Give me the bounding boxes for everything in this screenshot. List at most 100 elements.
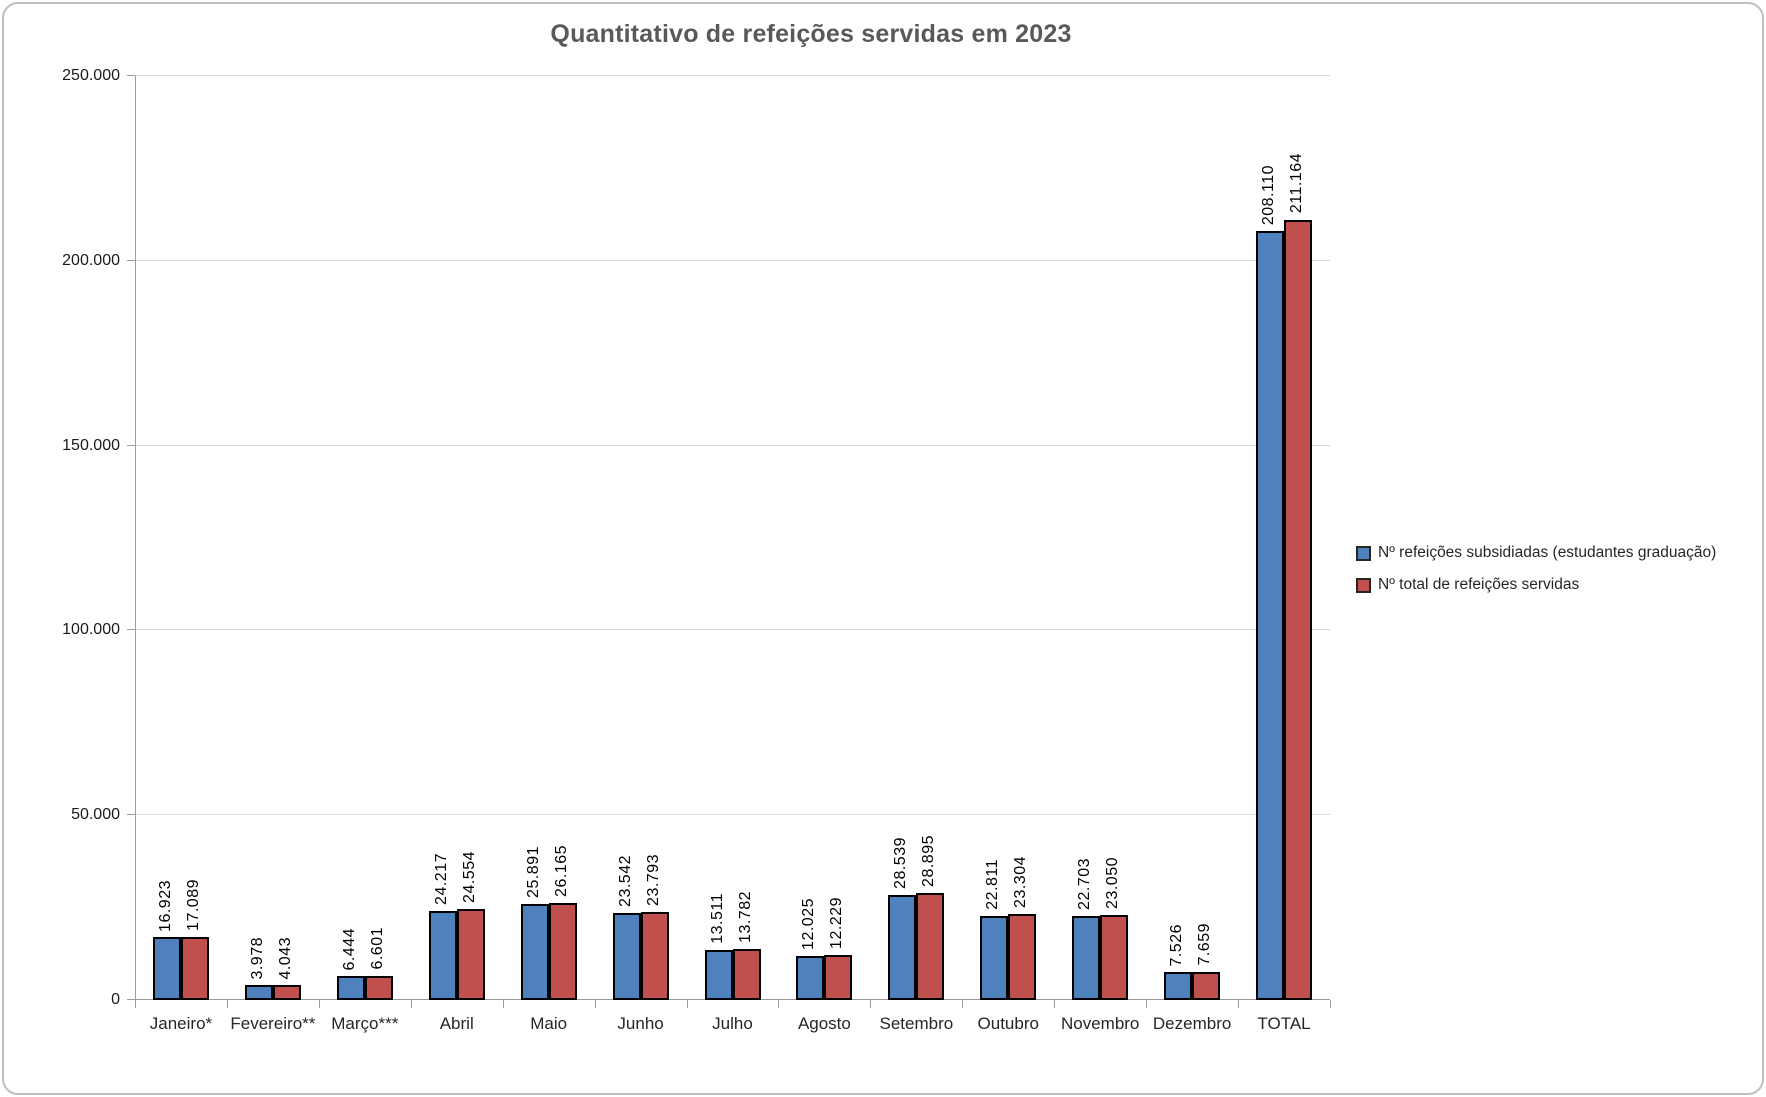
x-axis-tick (1146, 1000, 1148, 1008)
x-axis-tick (1330, 1000, 1331, 1008)
bar (1284, 219, 1313, 1000)
x-category-label: Janeiro* (149, 1014, 213, 1033)
x-category-label: Abril (439, 1014, 474, 1033)
bar (152, 937, 181, 1000)
bar (824, 954, 853, 1000)
gridline (135, 75, 1330, 76)
x-category-label: Dezembro (1152, 1014, 1232, 1033)
bar (796, 955, 825, 1000)
y-tick-label: 200.000 (62, 251, 120, 269)
x-category-label: Março*** (331, 1014, 399, 1033)
x-axis-tick (594, 1000, 596, 1008)
data-label: 24.217 (432, 852, 450, 905)
x-category-label: Fevereiro** (230, 1014, 316, 1033)
y-axis-tick (127, 814, 135, 816)
gridline (135, 259, 1330, 261)
data-label: 6.601 (368, 927, 386, 970)
data-label: 4.043 (276, 936, 294, 980)
x-category-label: Junho (617, 1014, 664, 1033)
data-label: 22.811 (984, 858, 1002, 910)
data-label: 23.050 (1104, 856, 1122, 909)
x-category-label: Setembro (879, 1014, 954, 1033)
gridline (135, 814, 1330, 816)
data-label: 13.782 (736, 891, 754, 944)
legend-item: Nº total de refeições servidas (1356, 576, 1716, 594)
bar (732, 949, 761, 1000)
x-category-label: Novembro (1060, 1014, 1140, 1033)
y-axis-tick (127, 629, 135, 631)
x-category-label: Julho (712, 1014, 753, 1033)
bar (520, 904, 549, 1000)
data-label: 23.793 (644, 854, 662, 907)
data-label: 22.703 (1076, 858, 1094, 911)
data-label: 23.304 (1012, 855, 1030, 908)
x-axis-tick (410, 1000, 412, 1008)
x-category-label: Agosto (797, 1014, 851, 1033)
bar (980, 915, 1009, 1000)
gridline (135, 444, 1330, 446)
bar (704, 950, 733, 1000)
x-axis-tick (778, 1000, 780, 1008)
legend-swatch-icon (1356, 577, 1371, 593)
x-axis-tick (962, 1000, 964, 1008)
y-axis-tick (127, 999, 135, 1000)
data-label: 28.895 (920, 835, 938, 888)
gridline (135, 629, 1330, 631)
bar (1256, 230, 1285, 1000)
data-label: 3.978 (248, 936, 266, 980)
data-label: 7.526 (1168, 923, 1186, 967)
data-label: 26.165 (552, 845, 570, 898)
bar (336, 976, 365, 1000)
x-axis-tick (135, 1000, 136, 1008)
bar (1072, 916, 1101, 1000)
bar (640, 912, 669, 1000)
legend-item: Nº refeições subsidiadas (estudantes gra… (1356, 544, 1716, 562)
bar (456, 909, 485, 1000)
bar (180, 936, 209, 1000)
data-label: 6.444 (340, 927, 358, 971)
data-label: 7.659 (1196, 923, 1214, 966)
chart-title: Quantitativo de refeições servidas em 20… (550, 20, 1072, 48)
plot-area: 0 50.000 100.000 150.000 200.000 250.000 16.92… (62, 67, 1331, 1033)
bar (428, 910, 457, 1000)
x-axis-tick (686, 1000, 688, 1008)
y-axis-line (135, 76, 136, 1000)
x-category-label: TOTAL (1257, 1014, 1311, 1033)
bar (1008, 913, 1037, 1000)
x-category-label: Maio (530, 1014, 568, 1033)
bar (364, 975, 393, 1000)
x-axis-tick (226, 1000, 228, 1008)
bar (272, 985, 301, 1000)
y-axis-tick (127, 259, 135, 261)
data-label: 12.229 (828, 896, 846, 949)
bar (244, 985, 273, 1000)
data-label: 24.554 (460, 851, 478, 904)
y-tick-label: 150.000 (62, 436, 120, 454)
x-category-label: Outubro (977, 1014, 1039, 1033)
x-axis-tick (1238, 1000, 1240, 1008)
bar (548, 903, 577, 1000)
data-label: 211.164 (1288, 153, 1306, 214)
data-label: 208.110 (1260, 164, 1278, 225)
bar (916, 893, 945, 1000)
data-label: 16.923 (156, 879, 174, 932)
x-axis-tick (502, 1000, 504, 1008)
data-label: 12.025 (800, 897, 818, 950)
data-label: 23.542 (616, 855, 634, 907)
y-axis-tick (127, 444, 135, 446)
y-tick-label: 0 (111, 991, 120, 1008)
bar (612, 913, 641, 1000)
y-tick-label: 50.000 (71, 806, 120, 824)
bar (1100, 914, 1129, 1000)
y-axis-tick (127, 75, 135, 76)
legend-label: Nº total de refeições servidas (1378, 576, 1580, 593)
data-label: 28.539 (892, 836, 910, 889)
data-label: 17.089 (184, 878, 202, 931)
x-axis-tick (318, 1000, 320, 1008)
legend-label: Nº refeições subsidiadas (estudantes gra… (1378, 544, 1717, 561)
data-label: 13.511 (708, 893, 726, 945)
y-tick-label: 250.000 (62, 67, 120, 84)
legend: Nº refeições subsidiadas (estudantes gra… (1356, 544, 1716, 594)
x-axis-tick (1054, 1000, 1056, 1008)
